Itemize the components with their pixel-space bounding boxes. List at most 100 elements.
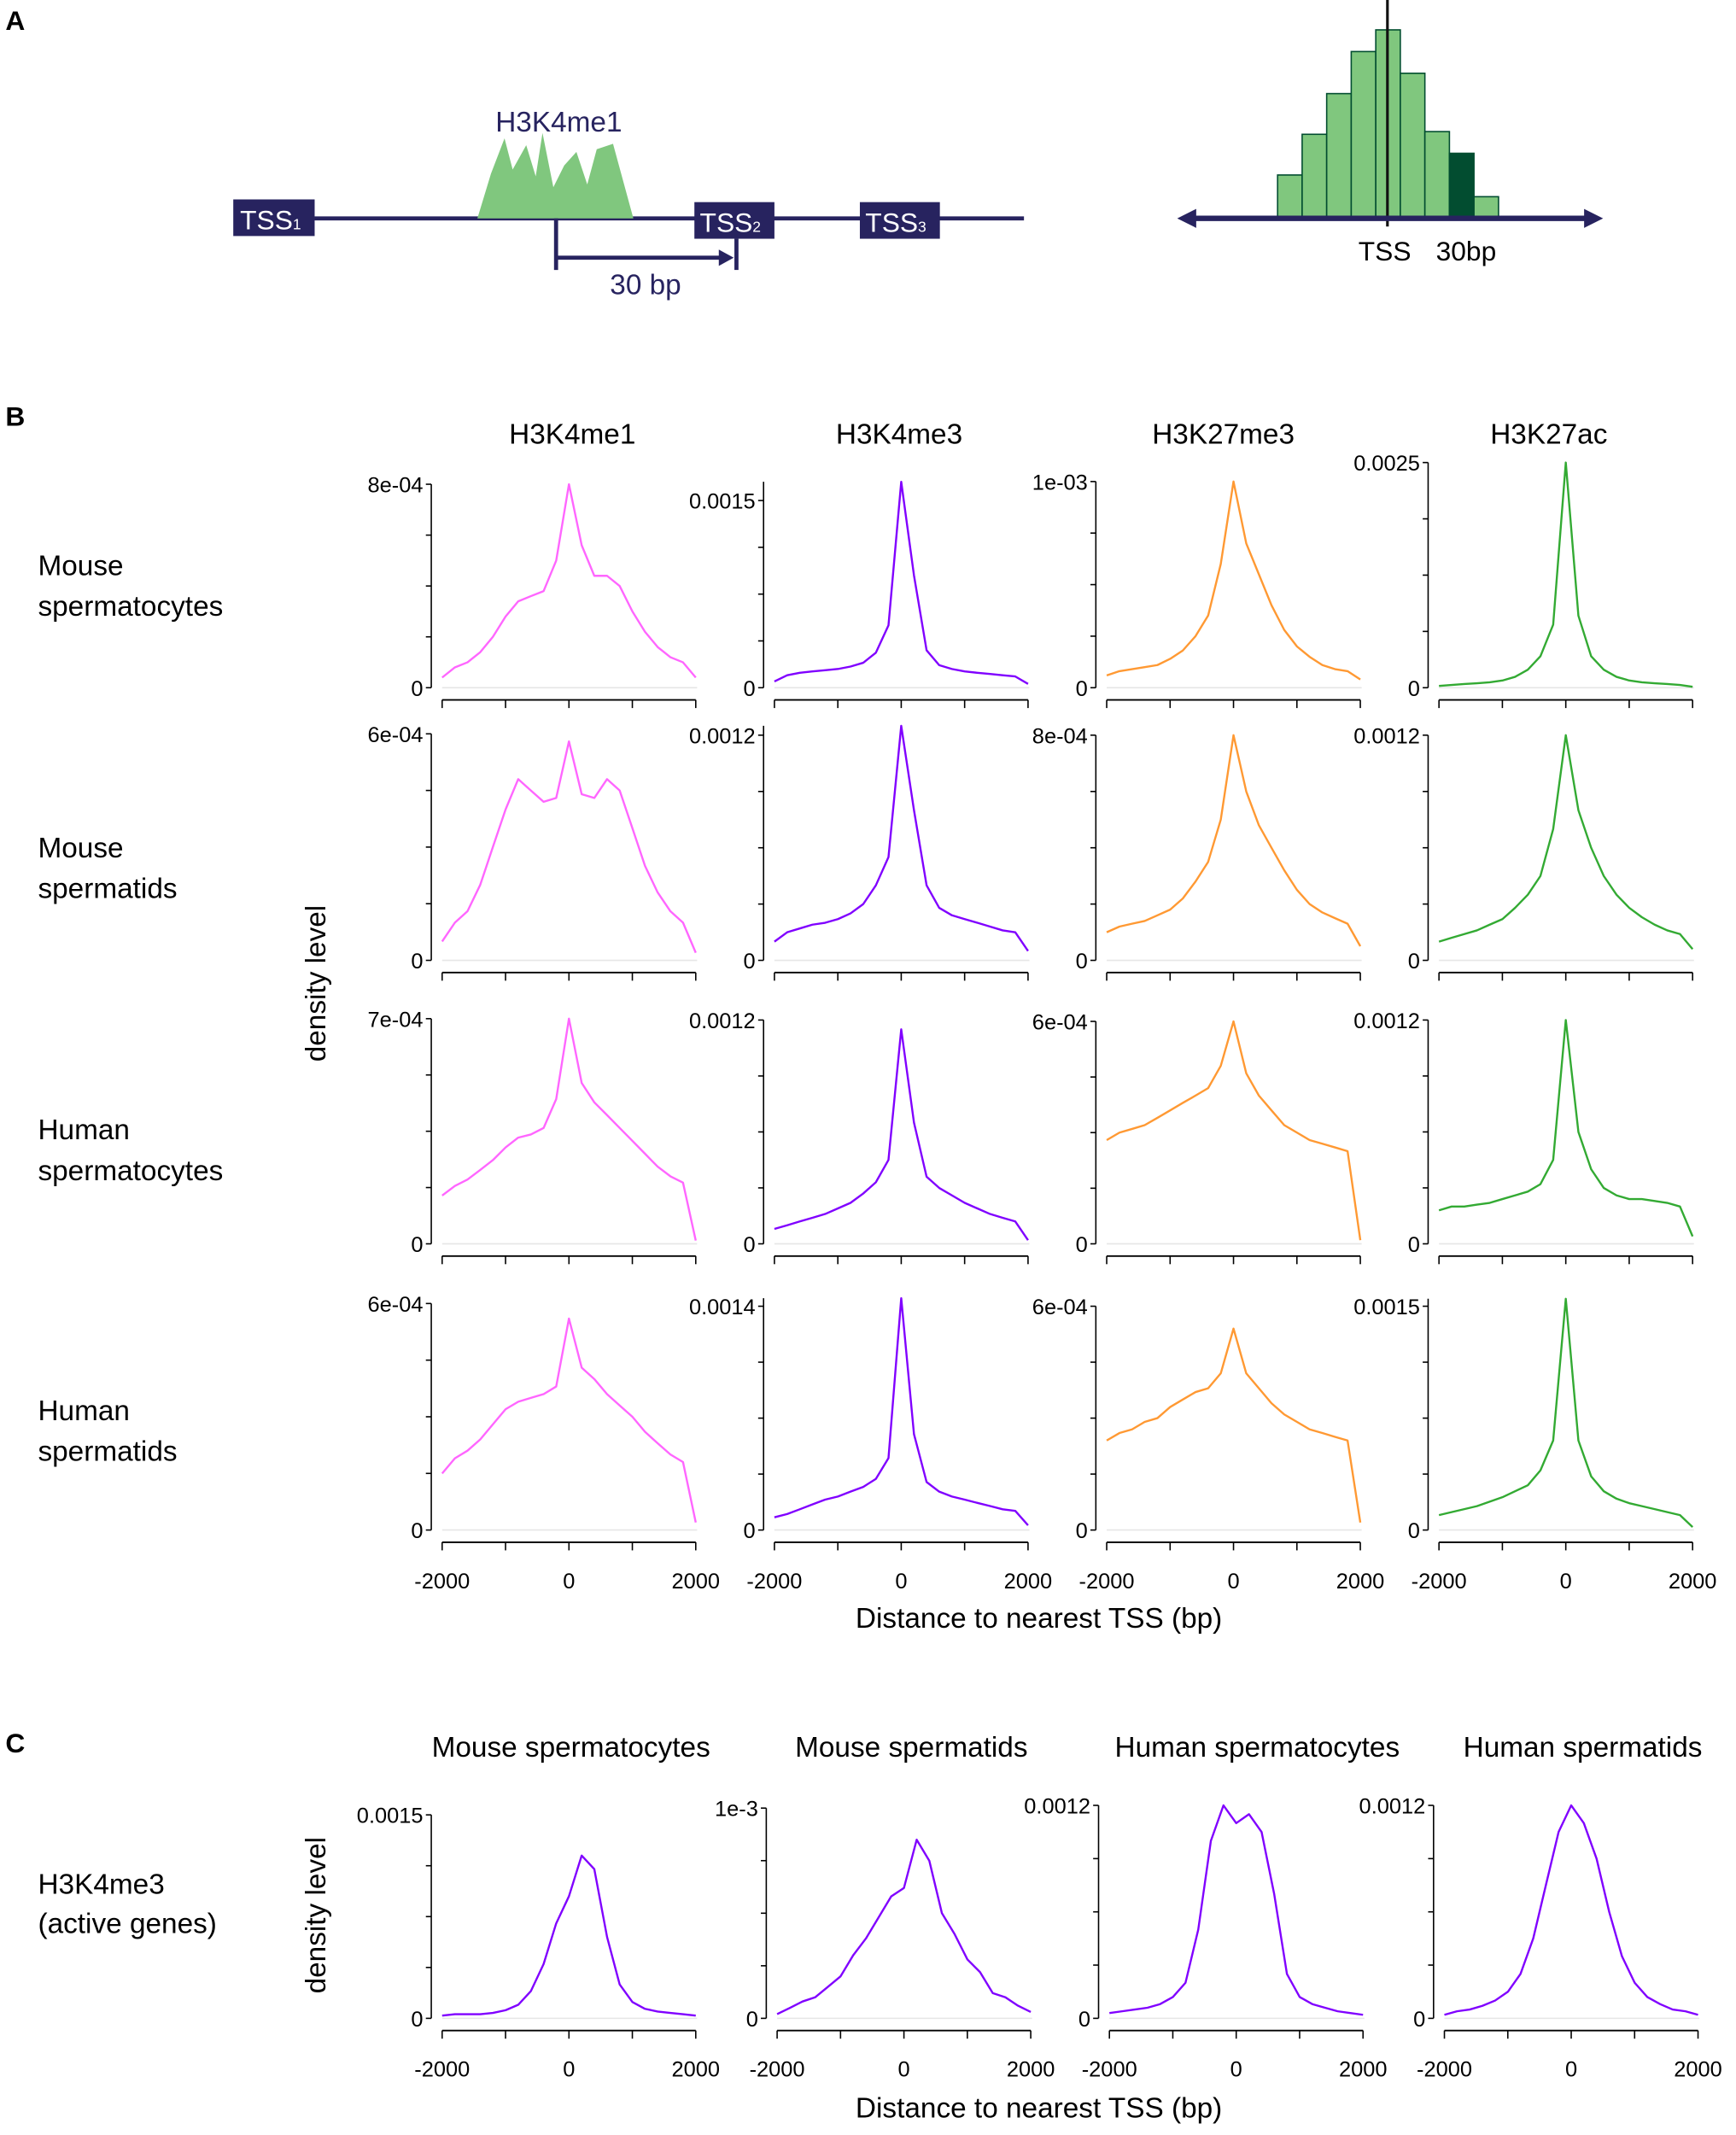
x-tick-label: -2000 [1417, 2058, 1472, 2082]
y-tick-label-zero: 0 [744, 677, 756, 701]
tss2-label: TSS2 [700, 208, 761, 238]
plot-mouse-spermatids-h3k27me3: 8e-04 0 [1032, 724, 1362, 981]
plot-human-spermatids-h3k4me1: 6e-04 0 -2000 0 2000 [368, 1293, 720, 1594]
plot-human-spermatocytes-h3k27me3: 6e-04 0 [1032, 1011, 1362, 1265]
density-curve [441, 1317, 697, 1523]
panel-b-grid: H3K4me1 H3K4me3 H3K27me3 H3K27ac Mouse sperma… [38, 418, 1716, 1594]
y-tick-label-top: 6e-04 [368, 723, 424, 747]
plot-mouse-spermatocytes-h3k27me3: 1e-03 0 [1032, 471, 1362, 709]
column-title: H3K27me3 [1152, 418, 1295, 450]
plot-active-genes-mouse-spermatids: 1e-3 0 -2000 0 2000 [715, 1798, 1055, 2082]
panel-b-ylabel: density level [301, 905, 332, 1062]
density-curve [1439, 461, 1693, 688]
column-title: Human spermatids [1464, 1732, 1703, 1764]
row-label: spermatids [38, 1436, 177, 1468]
y-tick-label-zero: 0 [1078, 2008, 1090, 2032]
density-curve [774, 1296, 1029, 1526]
y-tick-label-zero: 0 [1408, 1519, 1420, 1543]
histogram-tss-label: TSS [1359, 236, 1412, 266]
tss1-text: TSS [240, 204, 293, 235]
histogram-bar [1473, 196, 1499, 219]
tss1-label: TSS1 [240, 204, 301, 235]
x-tick-label: -2000 [750, 2058, 805, 2082]
x-tick-label: 2000 [1669, 1570, 1717, 1594]
density-curve [1106, 734, 1362, 947]
histogram-bar [1448, 152, 1475, 219]
tss3-text: TSS [865, 208, 918, 238]
plot-human-spermatids-h3k4me3: 0.0014 0 -2000 0 2000 [689, 1296, 1052, 1594]
plot-mouse-spermatocytes-h3k4me3: 0.0015 0 [689, 480, 1030, 709]
density-curve [1106, 480, 1361, 681]
h3k4me1-label: H3K4me1 [495, 107, 622, 138]
y-tick-label-top: 0.0015 [357, 1805, 424, 1828]
tss2-text: TSS [700, 208, 753, 238]
density-curve [1109, 1804, 1364, 2016]
y-tick-label-zero: 0 [411, 1519, 423, 1543]
tss1-box [233, 199, 315, 237]
row-label: Human [38, 1395, 129, 1427]
tss1-subscript: 1 [293, 215, 301, 232]
x-tick-label: -2000 [414, 1570, 470, 1594]
row-label: Mouse [38, 550, 123, 582]
plot-human-spermatocytes-h3k4me1: 7e-04 0 [368, 1008, 698, 1265]
row-label: Human [38, 1114, 129, 1146]
plot-mouse-spermatids-h3k4me1: 6e-04 0 [368, 723, 698, 981]
row-label: spermatocytes [38, 1155, 223, 1187]
axis-arrow-right-icon [1584, 208, 1604, 228]
distance-label: 30 bp [610, 270, 681, 301]
density-curve [1444, 1804, 1698, 2016]
density-curve [441, 740, 697, 954]
h3k4me1-peak [477, 132, 634, 219]
y-tick-label-zero: 0 [744, 1519, 756, 1543]
panel-c-grid: Mouse spermatocytes Mouse spermatids Human… [357, 1732, 1722, 2082]
histogram-bin-label: 30bp [1436, 236, 1497, 266]
plot-active-genes-human-spermatocytes: 0.0012 0 -2000 0 2000 [1024, 1795, 1387, 2082]
schematic-histogram: TSS 30bp [1177, 0, 1604, 266]
y-tick-label-top: 0.0025 [1353, 452, 1420, 476]
y-tick-label-zero: 0 [1076, 950, 1088, 974]
histogram-bar [1325, 92, 1353, 219]
panel-c-ylabel: density level [301, 1837, 332, 1994]
y-tick-label-zero: 0 [411, 950, 423, 974]
y-tick-label-zero: 0 [744, 950, 756, 974]
y-tick-label-top: 6e-04 [1032, 1011, 1088, 1035]
x-tick-label: 0 [563, 2058, 575, 2082]
y-tick-label-top: 6e-04 [368, 1293, 424, 1317]
column-title: H3K27ac [1490, 418, 1607, 450]
x-tick-label: 2000 [672, 2058, 721, 2082]
y-tick-label-top: 7e-04 [368, 1008, 424, 1032]
column-title: Human spermatocytes [1115, 1732, 1400, 1764]
histogram-bar [1301, 133, 1328, 219]
plot-human-spermatocytes-h3k4me3: 0.0012 0 [689, 1009, 1030, 1265]
density-curve [441, 483, 697, 679]
plot-mouse-spermatids-h3k4me3: 0.0012 0 [689, 724, 1030, 981]
y-tick-label-zero: 0 [1076, 1519, 1088, 1543]
x-tick-label: -2000 [746, 1570, 802, 1594]
y-tick-label-zero: 0 [1408, 950, 1420, 974]
panel-label-b: B [5, 401, 25, 432]
y-tick-label-top: 0.0012 [1024, 1795, 1090, 1819]
x-tick-label: 0 [895, 1570, 907, 1594]
histogram-bar [1350, 50, 1377, 219]
y-tick-label-zero: 0 [411, 2008, 423, 2032]
x-tick-label: 2000 [1004, 1570, 1053, 1594]
x-tick-label: -2000 [1082, 2058, 1137, 2082]
x-tick-label: 2000 [1336, 1570, 1385, 1594]
panel-c-xlabel: Distance to nearest TSS (bp) [856, 2092, 1222, 2124]
y-tick-label-top: 0.0012 [689, 724, 756, 748]
column-title: H3K4me1 [509, 418, 635, 450]
y-tick-label-zero: 0 [744, 1233, 756, 1257]
y-tick-label-zero: 0 [1408, 677, 1420, 701]
y-tick-label-top: 0.0015 [1353, 1296, 1420, 1319]
y-tick-label-zero: 0 [1413, 2008, 1425, 2032]
axis-arrow-left-icon [1177, 208, 1196, 228]
y-tick-label-top: 0.0012 [689, 1009, 756, 1033]
y-tick-label-top: 0.0012 [1359, 1795, 1426, 1819]
row-label: spermatocytes [38, 591, 223, 623]
y-tick-label-zero: 0 [1408, 1233, 1420, 1257]
y-tick-label-top: 0.0012 [1353, 724, 1420, 748]
density-curve [1438, 734, 1694, 951]
y-tick-label-zero: 0 [1076, 677, 1088, 701]
tss3-subscript: 3 [918, 219, 926, 236]
panel-b-xlabel: Distance to nearest TSS (bp) [856, 1603, 1222, 1635]
